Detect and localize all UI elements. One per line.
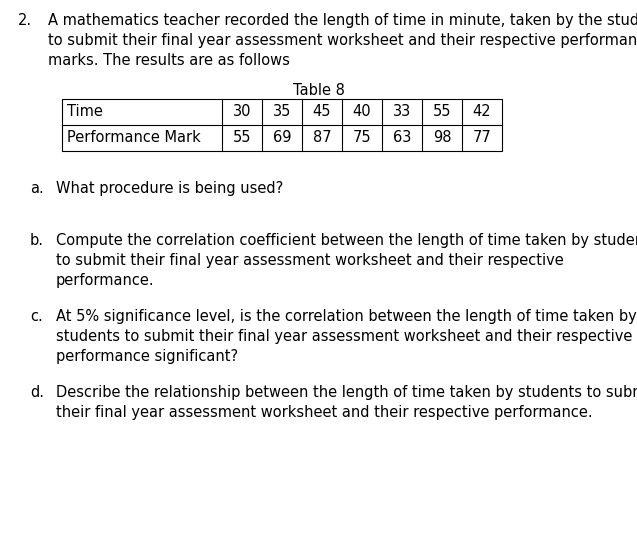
Text: marks. The results are as follows: marks. The results are as follows [48, 53, 290, 68]
Text: Table 8: Table 8 [292, 83, 345, 98]
Text: 63: 63 [393, 130, 412, 146]
Text: A mathematics teacher recorded the length of time in minute, taken by the studen: A mathematics teacher recorded the lengt… [48, 13, 637, 28]
Text: 75: 75 [353, 130, 371, 146]
Text: performance significant?: performance significant? [56, 349, 238, 364]
Text: 69: 69 [273, 130, 291, 146]
Text: to submit their final year assessment worksheet and their respective: to submit their final year assessment wo… [56, 253, 564, 268]
Text: b.: b. [30, 233, 44, 248]
Text: 87: 87 [313, 130, 331, 146]
Text: d.: d. [30, 385, 44, 400]
Text: 33: 33 [393, 104, 411, 119]
Text: 98: 98 [433, 130, 451, 146]
Text: Time: Time [67, 104, 103, 119]
Text: 45: 45 [313, 104, 331, 119]
Bar [62, 99, 502, 151]
Text: 55: 55 [233, 130, 251, 146]
Text: c.: c. [30, 309, 43, 324]
Text: At 5% significance level, is the correlation between the length of time taken by: At 5% significance level, is the correla… [56, 309, 637, 324]
Text: 30: 30 [233, 104, 251, 119]
Text: 55: 55 [433, 104, 451, 119]
Text: 77: 77 [473, 130, 491, 146]
Text: to submit their final year assessment worksheet and their respective performance: to submit their final year assessment wo… [48, 33, 637, 48]
Text: 35: 35 [273, 104, 291, 119]
Text: 42: 42 [473, 104, 491, 119]
Text: Compute the correlation coefficient between the length of time taken by students: Compute the correlation coefficient betw… [56, 233, 637, 248]
Text: 2.: 2. [18, 13, 32, 28]
Text: Performance Mark: Performance Mark [67, 130, 201, 146]
Text: Describe the relationship between the length of time taken by students to submit: Describe the relationship between the le… [56, 385, 637, 400]
Text: students to submit their final year assessment worksheet and their respective: students to submit their final year asse… [56, 329, 633, 344]
Text: 40: 40 [353, 104, 371, 119]
Text: a.: a. [30, 181, 44, 196]
Text: performance.: performance. [56, 273, 155, 288]
Text: What procedure is being used?: What procedure is being used? [56, 181, 283, 196]
Text: their final year assessment worksheet and their respective performance.: their final year assessment worksheet an… [56, 405, 592, 420]
